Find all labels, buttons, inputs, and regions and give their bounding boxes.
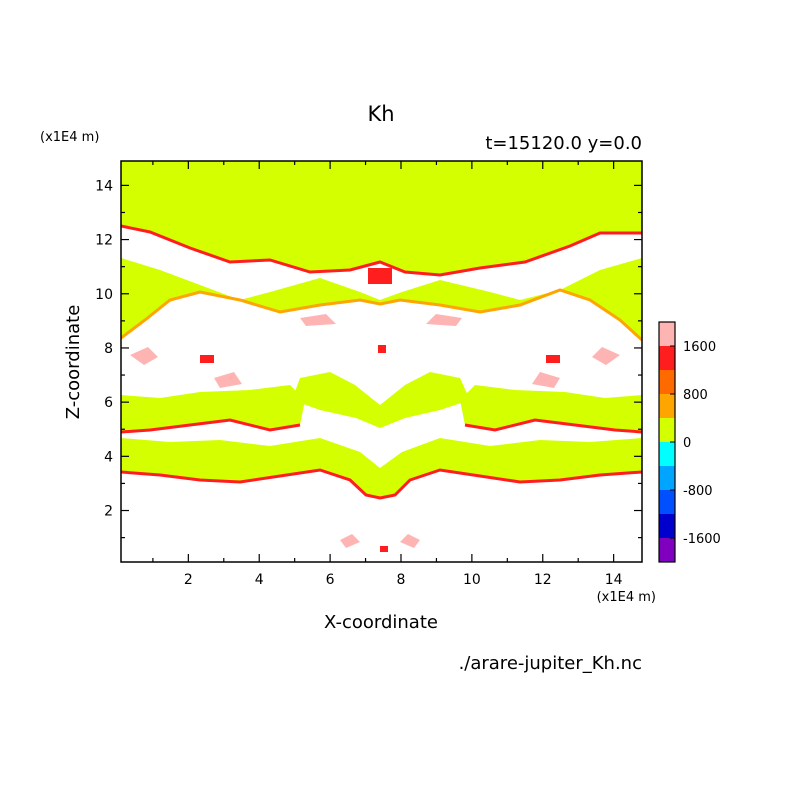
colorbar-tick-label: 1600 bbox=[683, 340, 716, 355]
y-tick-label: 12 bbox=[95, 233, 113, 249]
colorbar-segment bbox=[659, 322, 675, 346]
colorbar-tick-label: 800 bbox=[683, 388, 708, 403]
chart-title: Kh bbox=[367, 102, 394, 126]
y-axis-ticks: 2 4 6 8 10 12 14 bbox=[95, 178, 642, 539]
colorbar-segment bbox=[659, 346, 675, 370]
y-tick-label: 10 bbox=[95, 287, 113, 303]
contour-red-rim-lower bbox=[121, 468, 642, 500]
x-tick-label: 12 bbox=[534, 572, 552, 588]
colorbar-segment bbox=[659, 490, 675, 514]
y-axis-label: Z-coordinate bbox=[63, 305, 84, 420]
chart-subtitle: t=15120.0 y=0.0 bbox=[485, 133, 642, 154]
colorbar-segment bbox=[659, 466, 675, 490]
contour-region-mid-right bbox=[460, 385, 642, 432]
colorbar-segment bbox=[659, 370, 675, 394]
y-unit-label: (x1E4 m) bbox=[40, 130, 99, 145]
contour-orange-rim-band bbox=[121, 288, 642, 342]
x-axis-label: X-coordinate bbox=[324, 612, 438, 633]
source-file-label: ./arare-jupiter_Kh.nc bbox=[459, 653, 642, 674]
x-unit-label: (x1E4 m) bbox=[597, 590, 656, 605]
y-tick-label: 8 bbox=[104, 341, 113, 357]
x-tick-label: 14 bbox=[605, 572, 623, 588]
contour-region-lower-band bbox=[121, 438, 642, 498]
x-tick-label: 8 bbox=[397, 572, 406, 588]
contour-region-mid-left bbox=[121, 385, 305, 432]
colorbar-segment bbox=[659, 394, 675, 418]
colorbar-tick-label: 0 bbox=[683, 436, 691, 451]
colorbar-tick-label: -1600 bbox=[683, 532, 721, 547]
x-axis-ticks: 2 4 6 8 10 12 14 bbox=[152, 161, 623, 588]
x-tick-label: 2 bbox=[184, 572, 193, 588]
colorbar-segment bbox=[659, 442, 675, 466]
y-tick-label: 6 bbox=[104, 395, 113, 411]
y-tick-label: 4 bbox=[104, 449, 113, 465]
contour-red-rim-mid bbox=[121, 418, 642, 434]
colorbar-tick-label: -800 bbox=[683, 484, 713, 499]
x-tick-label: 10 bbox=[463, 572, 481, 588]
x-tick-label: 4 bbox=[255, 572, 264, 588]
contour-region-center-arch bbox=[292, 372, 470, 428]
x-tick-label: 6 bbox=[326, 572, 335, 588]
colorbar-segment bbox=[659, 418, 675, 442]
contour-region-upper bbox=[121, 161, 642, 275]
colorbar-segment bbox=[659, 514, 675, 538]
plot-frame bbox=[120, 160, 643, 563]
y-tick-label: 2 bbox=[104, 504, 113, 520]
y-tick-label: 14 bbox=[95, 178, 113, 194]
colorbar: 1600 800 0 -800 -1600 bbox=[658, 321, 721, 563]
plot-area bbox=[121, 161, 642, 562]
colorbar-segment bbox=[659, 538, 675, 562]
contour-red-rim-upper bbox=[121, 224, 642, 277]
